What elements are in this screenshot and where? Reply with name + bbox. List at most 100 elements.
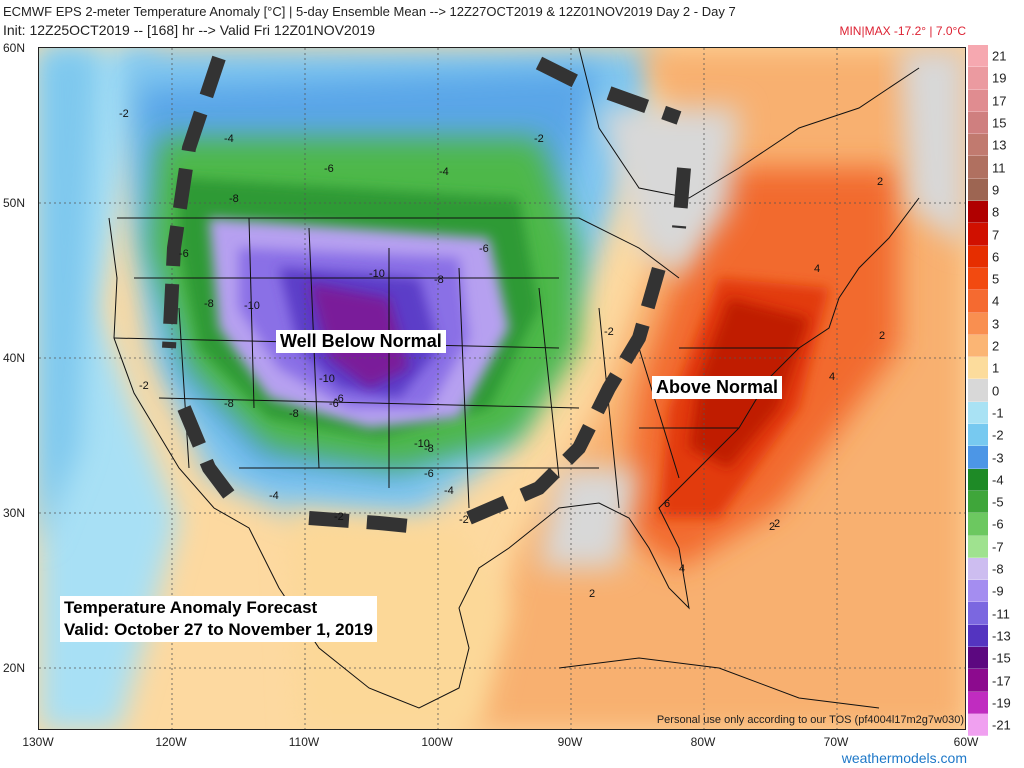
contour-label: 2 — [589, 588, 596, 600]
colorbar-label: 4 — [992, 293, 1000, 309]
colorbar-swatch — [968, 379, 988, 402]
min-max-readout: MIN|MAX -17.2° | 7.0°C — [839, 24, 966, 38]
lon-label-110w: 110W — [288, 735, 320, 749]
colorbar-swatch — [968, 513, 988, 536]
colorbar-swatch — [968, 691, 988, 714]
contour-label: 6 — [664, 498, 671, 510]
above-normal-label: Above Normal — [652, 376, 783, 399]
colorbar-swatch — [968, 647, 988, 670]
colorbar-swatch — [968, 267, 988, 291]
colorbar-swatch — [968, 713, 988, 737]
colorbar-label: 7 — [992, 227, 1000, 243]
lon-label-80w: 80W — [690, 735, 716, 749]
contour-label: -2 — [139, 380, 149, 392]
colorbar-label: 11 — [992, 160, 1006, 176]
colorbar-label: -19 — [992, 695, 1011, 711]
dashed-boundary-lines — [162, 55, 691, 533]
colorbar-label: -1 — [992, 405, 1004, 421]
contour-label: 4 — [829, 371, 836, 383]
lon-label-120w: 120W — [155, 735, 187, 749]
colorbar-label: -9 — [992, 583, 1004, 599]
contour-label: 2 — [879, 330, 886, 342]
colorbar-swatch — [968, 156, 988, 179]
lon-label-130w: 130W — [22, 735, 54, 749]
colorbar-label: 5 — [992, 271, 1000, 287]
contour-label: -2 — [459, 514, 469, 526]
lon-label-90w: 90W — [557, 735, 583, 749]
lat-label-60n: 60N — [3, 41, 26, 55]
colorbar-swatch — [968, 312, 988, 335]
colorbar-swatch — [968, 245, 988, 268]
colorbar-label: -13 — [992, 628, 1011, 644]
contour-label: -2 — [119, 108, 129, 120]
lat-label-40n: 40N — [3, 351, 26, 365]
colorbar-swatch — [968, 624, 988, 648]
colorbar-swatch — [968, 67, 988, 90]
colorbar-swatch — [968, 45, 988, 68]
contour-label: -4 — [439, 166, 449, 178]
contour-label: -10 — [244, 300, 260, 312]
contour-label: 4 — [814, 263, 821, 275]
colorbar-swatch — [968, 669, 988, 692]
colorbar-swatch — [968, 468, 988, 491]
colorbar-swatch — [968, 178, 988, 202]
contour-label: -6 — [324, 163, 334, 175]
colorbar-label: 6 — [992, 249, 1000, 265]
contour-label: -4 — [269, 490, 279, 502]
map-subtitle: Init: 12Z25OCT2019 -- [168] hr --> Valid… — [3, 22, 376, 38]
colorbar-swatch — [968, 424, 988, 447]
colorbar-label: 9 — [992, 182, 1000, 198]
contour-label: -2 — [334, 511, 344, 523]
forecast-title-line2: Valid: October 27 to November 1, 2019 — [64, 620, 373, 639]
credit-text: Personal use only according to our TOS (… — [656, 714, 964, 726]
well-below-normal-label: Well Below Normal — [276, 330, 446, 353]
contour-label: -10 — [414, 438, 430, 450]
colorbar-label: -21 — [992, 717, 1011, 733]
contour-label: -6 — [424, 468, 434, 480]
contour-label: -2 — [534, 133, 544, 145]
colorbar-label: 15 — [992, 115, 1007, 131]
contour-label: -6 — [334, 393, 344, 405]
boundaries — [108, 48, 920, 709]
lat-label-50n: 50N — [3, 196, 26, 210]
colorbar-label: 13 — [992, 137, 1007, 153]
contour-label: -2 — [604, 326, 614, 338]
colorbar-label: 8 — [992, 204, 1000, 220]
colorbar-swatch — [968, 223, 988, 246]
colorbar-label: 1 — [992, 360, 1000, 376]
contour-label: -8 — [434, 274, 444, 286]
colorbar-label: 19 — [992, 70, 1007, 86]
contour-label: 2 — [774, 518, 781, 530]
colorbar-label: -4 — [992, 472, 1004, 488]
contour-label: -4 — [224, 133, 234, 145]
colorbar-label: -15 — [992, 650, 1011, 666]
colorbar-swatch — [968, 401, 988, 425]
contour-label: 2 — [769, 521, 776, 533]
colorbar-swatch — [968, 334, 988, 358]
contour-label: -4 — [444, 485, 454, 497]
colorbar-swatch — [968, 602, 988, 625]
colorbar-swatch — [968, 557, 988, 581]
map-title: ECMWF EPS 2-meter Temperature Anomaly [°… — [3, 4, 736, 19]
colorbar-label: -5 — [992, 494, 1004, 510]
contour-label: 4 — [679, 563, 686, 575]
lat-label-30n: 30N — [3, 506, 26, 520]
contour-label: -8 — [289, 408, 299, 420]
colorbar-label: 3 — [992, 316, 1000, 332]
lon-label-70w: 70W — [823, 735, 849, 749]
colorbar-swatch — [968, 357, 988, 380]
colorbar-label: -2 — [992, 427, 1004, 443]
contour-label: -8 — [424, 443, 434, 455]
colorbar-label: 2 — [992, 338, 1000, 354]
colorbar-label: -11 — [992, 606, 1010, 622]
colorbar-swatch — [968, 535, 988, 558]
colorbar-label: -8 — [992, 561, 1004, 577]
map-canvas — [39, 48, 965, 729]
colorbar-swatch — [968, 580, 988, 603]
colorbar-swatch — [968, 290, 988, 313]
colorbar-label: -7 — [992, 539, 1004, 555]
lon-label-60w: 60W — [953, 735, 979, 749]
forecast-title-line1: Temperature Anomaly Forecast — [64, 598, 318, 617]
colorbar-label: -17 — [992, 673, 1011, 689]
site-link[interactable]: weathermodels.com — [841, 750, 967, 766]
